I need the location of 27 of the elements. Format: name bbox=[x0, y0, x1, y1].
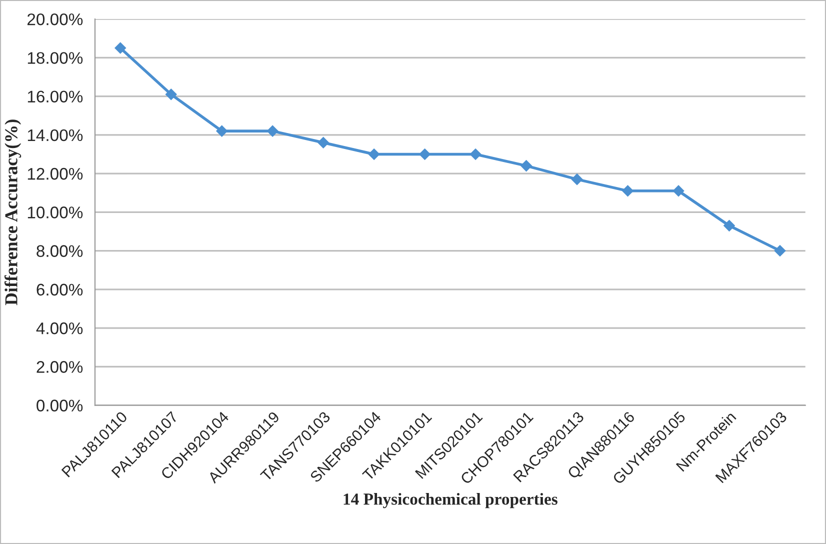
point bbox=[470, 148, 482, 160]
point bbox=[266, 125, 278, 137]
point bbox=[216, 125, 228, 137]
point bbox=[418, 148, 431, 160]
y-tick-label: 20.00% bbox=[28, 13, 83, 26]
point bbox=[571, 173, 583, 186]
y-tick-label: 8.00% bbox=[36, 245, 83, 257]
y-tick-label: 10.00% bbox=[28, 206, 83, 218]
point bbox=[165, 88, 177, 100]
point bbox=[114, 42, 126, 54]
y-axis-title: Difference Accuracy(%) bbox=[4, 120, 22, 306]
point bbox=[672, 185, 684, 197]
y-tick-label: 0.00% bbox=[36, 400, 83, 412]
y-tick-label: 18.00% bbox=[28, 52, 83, 64]
y-tick-label: 4.00% bbox=[36, 322, 83, 334]
x-axis-title: 14 Physicochemical properties bbox=[344, 493, 558, 508]
point bbox=[723, 220, 736, 232]
point bbox=[774, 244, 786, 257]
y-tick-label: 12.00% bbox=[28, 168, 83, 180]
y-tick-label: 16.00% bbox=[28, 90, 83, 102]
y-tick-label: 6.00% bbox=[36, 284, 83, 296]
point bbox=[520, 160, 532, 172]
y-tick-label: 2.00% bbox=[36, 361, 83, 373]
point bbox=[317, 136, 330, 149]
point bbox=[368, 148, 380, 160]
point bbox=[622, 185, 634, 197]
y-tick-label: 14.00% bbox=[28, 129, 83, 142]
